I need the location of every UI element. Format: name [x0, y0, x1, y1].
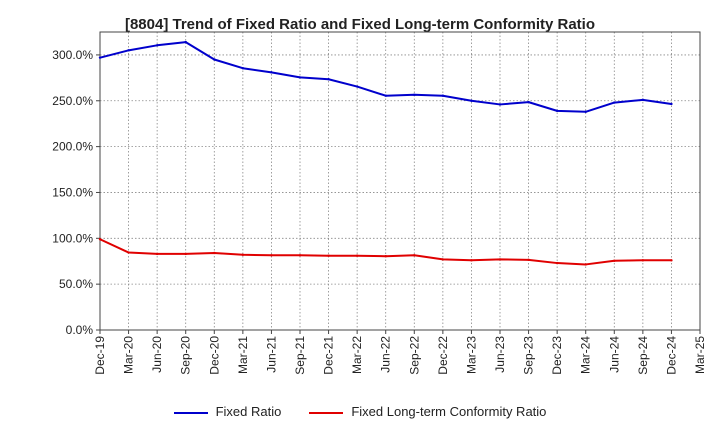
x-tick-label: Mar-21	[236, 336, 250, 374]
series-1-point	[270, 254, 273, 257]
x-tick-label: Jun-22	[379, 336, 393, 373]
series-1-point	[470, 259, 473, 262]
series-layer	[98, 40, 673, 266]
series-0-point	[670, 102, 673, 106]
series-0-point	[613, 101, 616, 104]
legend-item-0: Fixed Ratio	[173, 404, 282, 419]
x-tick-label: Sep-22	[407, 336, 421, 375]
series-1-point	[298, 254, 302, 257]
x-tick-label: Mar-20	[122, 336, 136, 374]
series-1-point	[384, 254, 387, 258]
x-tick-label: Jun-20	[150, 336, 164, 373]
series-0-point	[355, 85, 359, 88]
series-0-point	[498, 103, 502, 106]
y-tick-label: 300.0%	[52, 48, 93, 62]
x-tick-label: Mar-25	[693, 336, 707, 374]
series-0-point	[441, 94, 445, 97]
series-0-point	[213, 58, 216, 61]
x-tick-label: Sep-23	[522, 336, 536, 375]
series-1-point	[327, 254, 330, 257]
series-1-point	[641, 259, 645, 262]
legend-swatch-1	[309, 411, 344, 414]
series-1-point	[555, 261, 559, 265]
y-tick-label: 100.0%	[52, 231, 93, 245]
series-0-point	[270, 71, 273, 74]
y-tick-label: 50.0%	[59, 277, 93, 291]
x-tick-label: Mar-23	[464, 336, 478, 374]
legend-swatch-0	[173, 411, 208, 414]
x-tick-label: Jun-21	[264, 336, 278, 373]
series-1-point	[413, 254, 416, 257]
series-0-point	[641, 98, 645, 102]
series-0-point	[413, 93, 416, 97]
x-tick-label: Dec-20	[207, 336, 221, 375]
series-1-point	[155, 252, 159, 256]
legend-label-1: Fixed Long-term Conformity Ratio	[351, 404, 547, 419]
plot-frame	[99, 31, 701, 331]
grid-layer	[100, 32, 700, 330]
series-0-point	[298, 76, 302, 79]
x-tick-label: Sep-24	[636, 336, 650, 375]
series-line-0	[99, 41, 672, 113]
y-tick-label: 200.0%	[52, 140, 93, 154]
x-tick-label: Mar-24	[579, 336, 593, 374]
x-tick-label: Jun-24	[607, 336, 621, 373]
series-0-point	[98, 56, 102, 59]
series-1-point	[184, 252, 187, 256]
series-1-point	[498, 258, 502, 261]
y-tick-label: 150.0%	[52, 185, 93, 199]
series-1-point	[241, 253, 245, 257]
legend: Fixed Ratio Fixed Long-term Conformity Ra…	[0, 404, 720, 419]
legend-item-1: Fixed Long-term Conformity Ratio	[309, 404, 546, 419]
series-0-point	[555, 109, 559, 113]
series-0-point	[241, 67, 245, 70]
series-1-point	[613, 259, 616, 262]
series-1-point	[98, 238, 102, 241]
x-tick-label: Dec-22	[436, 336, 450, 375]
x-tick-label: Dec-21	[322, 336, 336, 375]
series-1-point	[127, 251, 130, 254]
series-1-point	[527, 258, 530, 262]
series-0-point	[327, 78, 330, 81]
series-0-point	[384, 94, 387, 97]
axis-layer: 0.0% 50.0% 100.0% 150.0% 200.0% 250.0% 300.0% D…	[52, 31, 707, 375]
legend-label-0: Fixed Ratio	[215, 404, 282, 419]
chart-title: [8804] Trend of Fixed Ratio and Fixed Lo…	[124, 16, 596, 33]
series-1-point	[670, 259, 673, 262]
x-tick-label: Dec-19	[93, 336, 107, 375]
series-0-point	[155, 44, 159, 47]
series-0-point	[184, 40, 187, 44]
series-1-point	[441, 258, 445, 261]
series-0-point	[527, 100, 530, 104]
x-tick-label: Sep-20	[179, 336, 193, 375]
series-1-point	[584, 263, 587, 266]
x-tick-label: Mar-22	[350, 336, 364, 374]
series-1-point	[355, 254, 359, 257]
x-tick-label: Jun-23	[493, 336, 507, 373]
series-1-point	[213, 251, 216, 255]
y-tick-label: 0.0%	[66, 323, 94, 337]
series-0-point	[127, 49, 130, 52]
series-0-point	[470, 99, 473, 102]
x-tick-label: Sep-21	[293, 336, 307, 375]
y-tick-label: 250.0%	[52, 94, 93, 108]
x-tick-label: Dec-24	[664, 336, 678, 375]
x-tick-label: Dec-23	[550, 336, 564, 375]
series-0-point	[584, 110, 587, 113]
